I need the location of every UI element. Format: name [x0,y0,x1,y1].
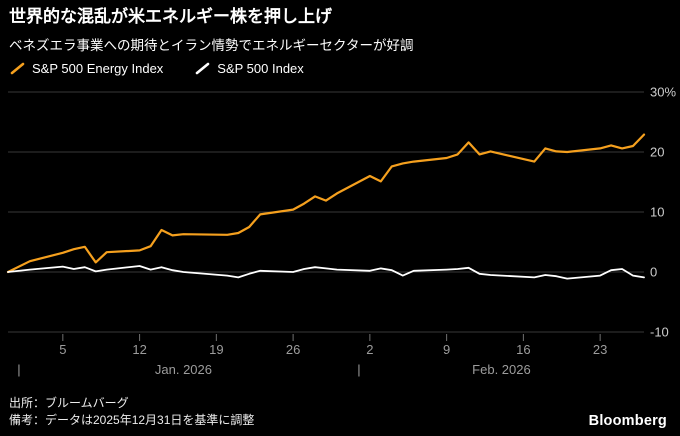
energy-line-swatch-icon [10,62,25,75]
y-tick-label: -10 [650,325,669,340]
adjustment-note: 備考：データは2025年12月31日を基準に調整 [9,412,255,427]
legend-item-index: S&P 500 Index [195,61,304,76]
legend-item-energy: S&P 500 Energy Index [10,61,163,76]
chart-header: 世界的な混乱が米エネルギー株を押し上げ ベネズエラ事業への期待とイラン情勢でエネ… [9,7,672,54]
bloomberg-logo: Bloomberg [588,413,667,429]
y-tick-label: 20 [650,145,664,160]
footer: 出所：ブルームバーグ 備考：データは2025年12月31日を基準に調整 [9,395,254,428]
month-label: Jan. 2026 [155,362,212,377]
legend: S&P 500 Energy Index S&P 500 Index [10,61,304,76]
x-tick-label: 9 [443,342,450,357]
legend-label-index: S&P 500 Index [217,61,304,76]
month-separator: | [17,362,20,377]
month-label: Feb. 2026 [472,362,531,377]
x-tick-label: 23 [593,342,607,357]
y-tick-label: 30% [650,85,676,100]
x-tick-label: 5 [59,342,66,357]
index-line-swatch-icon [195,62,210,75]
source-note: 出所：ブルームバーグ [9,396,129,410]
x-tick-label: 19 [209,342,223,357]
energy-index-line [6,133,646,274]
month-separator: | [357,362,360,377]
x-tick-label: 12 [132,342,146,357]
legend-label-energy: S&P 500 Energy Index [32,61,164,76]
y-tick-label: 10 [650,205,664,220]
x-tick-label: 2 [366,342,373,357]
chart-svg: 30% 20 10 0 -10 5 12 19 26 2 9 16 23 | Jan. 2026 | Feb. … [6,85,676,377]
sp500-index-line [7,265,645,280]
chart-subtitle: ベネズエラ事業への期待とイラン情勢でエネルギーセクターが好調 [9,38,414,54]
y-tick-label: 0 [650,265,657,280]
chart-area: 30% 20 10 0 -10 5 12 19 26 2 9 16 23 | Jan. 2026 | Feb. … [0,84,680,384]
x-tick-label: 16 [516,342,530,357]
x-tick-label: 26 [286,342,300,357]
chart-title: 世界的な混乱が米エネルギー株を押し上げ [9,7,332,26]
